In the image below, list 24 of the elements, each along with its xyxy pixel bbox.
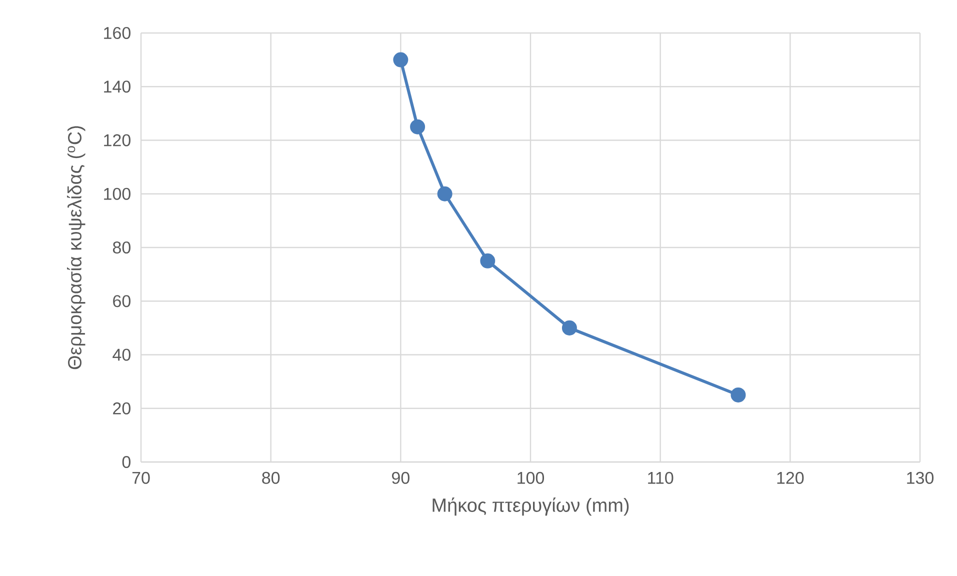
x-tick-label: 130: [907, 472, 934, 484]
x-axis-title: Μήκος πτερυγίων (mm): [432, 497, 629, 516]
point: [410, 119, 426, 134]
point: [437, 186, 452, 202]
point: [393, 52, 408, 68]
x-tick-label: 120: [777, 472, 804, 484]
y-axis-title: Θερμοκρασία κυψελίδας ($^{o}$C): [66, 126, 86, 370]
x-tick-label: 100: [518, 472, 544, 484]
x-tick-label: 90: [392, 472, 410, 484]
y-tick-label: 0: [122, 456, 130, 468]
point: [562, 320, 577, 336]
x-tick-label: 80: [262, 472, 280, 484]
y-tick-label: 40: [112, 348, 130, 361]
y-tick-label: 100: [104, 188, 130, 200]
y-tick-label: 20: [113, 402, 130, 414]
point: [730, 387, 746, 402]
y-tick-label: 60: [113, 295, 130, 308]
x-tick-label: 70: [132, 472, 150, 484]
y-tick-label: 160: [104, 26, 130, 40]
x-tick-label: 110: [648, 472, 674, 484]
point: [480, 253, 496, 268]
y-tick-label: 120: [104, 134, 130, 146]
y-tick-label: 80: [112, 241, 130, 254]
y-tick-label: 140: [104, 80, 130, 93]
